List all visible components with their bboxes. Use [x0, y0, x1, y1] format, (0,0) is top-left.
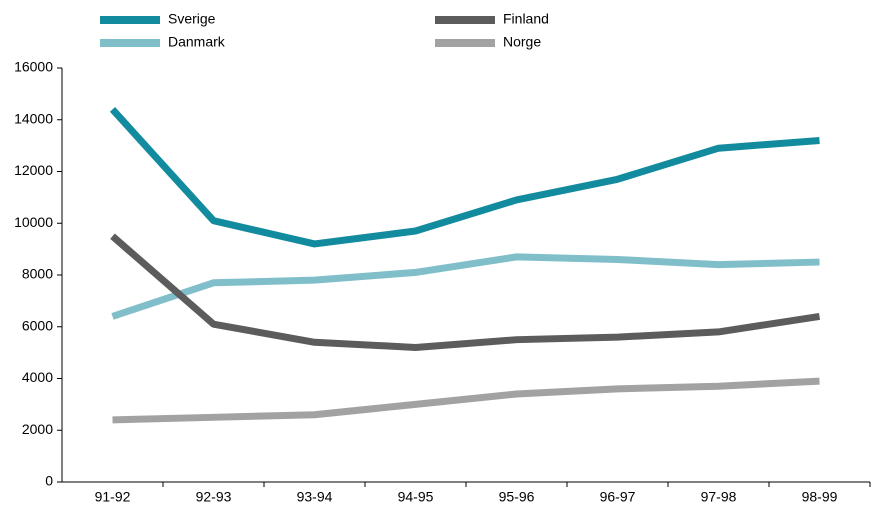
line-series — [110, 233, 821, 351]
y-tick-label: 10000 — [14, 214, 53, 230]
legend-swatch — [435, 16, 495, 24]
legend-swatch — [435, 39, 495, 47]
x-tick-label: 91-92 — [95, 489, 131, 505]
x-tick-label: 93-94 — [297, 489, 333, 505]
y-tick-label: 12000 — [14, 162, 53, 178]
line-series — [111, 253, 820, 320]
x-tick-label: 96-97 — [600, 489, 636, 505]
legend-label: Sverige — [168, 11, 216, 27]
legend-swatch — [100, 39, 160, 47]
x-tick-label: 92-93 — [196, 489, 232, 505]
legend-label: Danmark — [168, 34, 226, 50]
y-tick-label: 16000 — [14, 59, 53, 75]
line-series — [112, 377, 820, 424]
y-tick-label: 0 — [45, 473, 53, 489]
y-tick-label: 6000 — [22, 317, 53, 333]
line-series — [109, 107, 820, 248]
y-tick-label: 8000 — [22, 266, 53, 282]
x-tick-label: 95-96 — [499, 489, 535, 505]
legend-label: Finland — [503, 11, 549, 27]
x-tick-label: 97-98 — [701, 489, 737, 505]
legend-label: Norge — [503, 34, 541, 50]
y-tick-label: 14000 — [14, 110, 53, 126]
x-tick-label: 94-95 — [398, 489, 434, 505]
y-tick-label: 4000 — [22, 369, 53, 385]
legend-swatch — [100, 16, 160, 24]
x-tick-label: 98-99 — [802, 489, 838, 505]
y-tick-label: 2000 — [22, 421, 53, 437]
